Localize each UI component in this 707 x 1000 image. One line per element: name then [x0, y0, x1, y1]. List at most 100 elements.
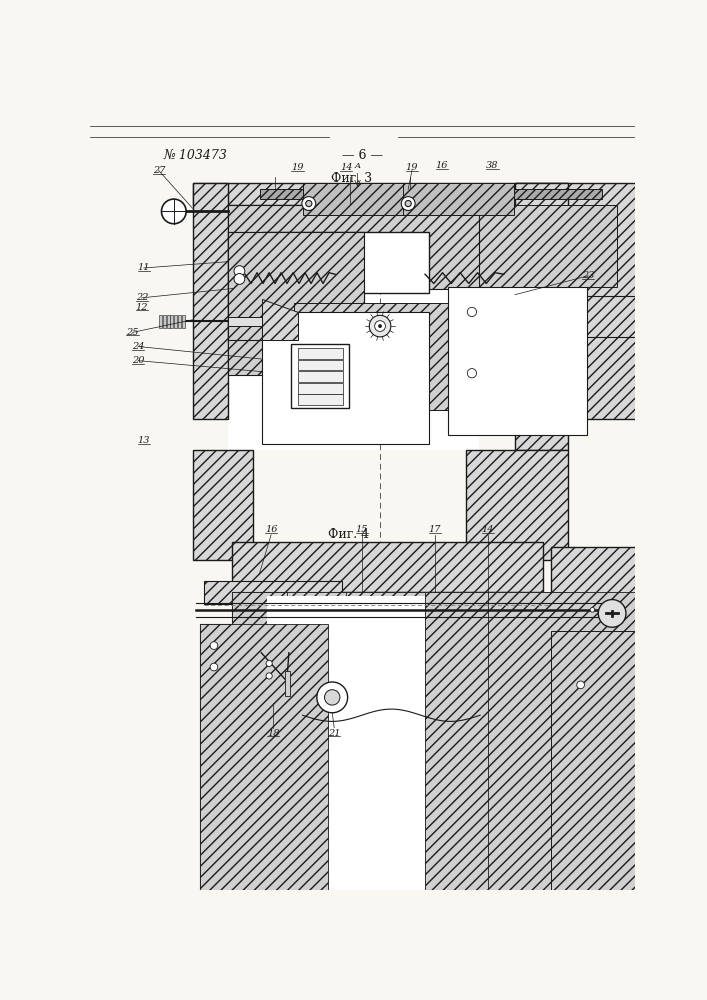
Bar — [535, 642, 693, 1000]
Bar — [298, 360, 343, 370]
Text: 12: 12 — [136, 303, 148, 312]
Bar — [448, 205, 617, 287]
Bar — [298, 348, 343, 359]
Text: № 103473: № 103473 — [163, 149, 227, 162]
Bar — [291, 344, 349, 408]
Bar — [346, 592, 488, 1000]
Text: 16: 16 — [436, 161, 448, 170]
Bar — [200, 624, 328, 1000]
Bar — [170, 315, 173, 328]
Circle shape — [266, 673, 272, 679]
Text: 16: 16 — [265, 525, 277, 534]
Bar — [262, 312, 429, 444]
Bar — [399, 189, 602, 199]
Bar — [298, 383, 343, 394]
Circle shape — [161, 199, 186, 224]
Circle shape — [405, 200, 411, 207]
Polygon shape — [262, 299, 298, 340]
Bar — [515, 296, 670, 337]
Bar — [232, 681, 551, 1000]
Bar — [515, 183, 670, 419]
Text: 20: 20 — [132, 356, 144, 365]
Bar — [228, 296, 363, 337]
Bar — [178, 315, 181, 328]
Bar — [267, 596, 425, 1000]
Bar — [260, 189, 305, 199]
Text: 15: 15 — [356, 525, 368, 534]
Bar — [182, 315, 185, 328]
Bar — [551, 631, 704, 1000]
Circle shape — [590, 608, 595, 612]
Bar — [192, 450, 252, 560]
Circle shape — [305, 200, 312, 207]
Circle shape — [369, 315, 391, 337]
Circle shape — [378, 325, 382, 328]
Text: 18: 18 — [267, 729, 279, 738]
Text: 19: 19 — [291, 163, 304, 172]
Circle shape — [317, 682, 348, 713]
Bar — [467, 450, 568, 560]
Bar — [232, 592, 381, 1000]
Text: 11: 11 — [138, 263, 150, 272]
Bar — [488, 592, 638, 1000]
Circle shape — [210, 642, 218, 649]
Text: 14: 14 — [340, 163, 353, 172]
Circle shape — [266, 660, 272, 667]
Text: 19: 19 — [406, 163, 418, 172]
Circle shape — [375, 321, 385, 331]
Bar — [448, 287, 588, 435]
Text: 17: 17 — [428, 525, 441, 534]
Bar — [167, 315, 170, 328]
Bar — [200, 624, 341, 1000]
Text: — 6 —: — 6 — — [342, 149, 383, 162]
Text: 38: 38 — [486, 161, 499, 170]
Circle shape — [325, 690, 340, 705]
Bar — [232, 542, 543, 592]
Bar — [287, 592, 428, 1000]
Bar — [402, 183, 514, 215]
Bar — [228, 317, 262, 326]
Bar — [285, 671, 290, 696]
Text: Фиг. 4: Фиг. 4 — [327, 528, 368, 541]
Bar — [551, 547, 707, 649]
Bar — [192, 183, 228, 419]
Bar — [228, 205, 479, 289]
Circle shape — [467, 369, 477, 378]
Bar — [303, 183, 415, 215]
Text: 25: 25 — [127, 328, 139, 337]
Bar — [228, 232, 364, 293]
Bar — [298, 371, 343, 382]
Text: 23: 23 — [582, 271, 595, 280]
Text: 21: 21 — [328, 729, 341, 738]
Text: A: A — [354, 162, 361, 170]
Bar — [425, 592, 566, 1000]
Text: 24: 24 — [132, 342, 144, 351]
Circle shape — [234, 266, 245, 276]
Bar — [262, 653, 403, 1000]
Circle shape — [598, 600, 626, 627]
Bar — [204, 581, 341, 604]
Bar — [298, 394, 343, 405]
Bar — [192, 183, 568, 205]
Circle shape — [467, 307, 477, 317]
Circle shape — [234, 274, 245, 284]
Bar — [228, 232, 364, 340]
Circle shape — [210, 663, 218, 671]
Bar — [228, 293, 364, 375]
Circle shape — [302, 197, 316, 210]
Bar — [262, 232, 429, 293]
Text: 13: 13 — [138, 436, 150, 445]
Bar — [232, 592, 523, 1000]
Text: Фиг. 3: Фиг. 3 — [332, 172, 373, 185]
Bar — [163, 315, 165, 328]
Circle shape — [577, 681, 585, 689]
Text: 22: 22 — [136, 293, 148, 302]
Text: 14: 14 — [481, 525, 494, 534]
Text: 27: 27 — [153, 166, 165, 175]
Bar — [515, 183, 568, 450]
Polygon shape — [287, 681, 336, 715]
Bar — [228, 205, 479, 450]
Circle shape — [402, 197, 415, 210]
Bar — [232, 642, 401, 1000]
Bar — [159, 315, 162, 328]
